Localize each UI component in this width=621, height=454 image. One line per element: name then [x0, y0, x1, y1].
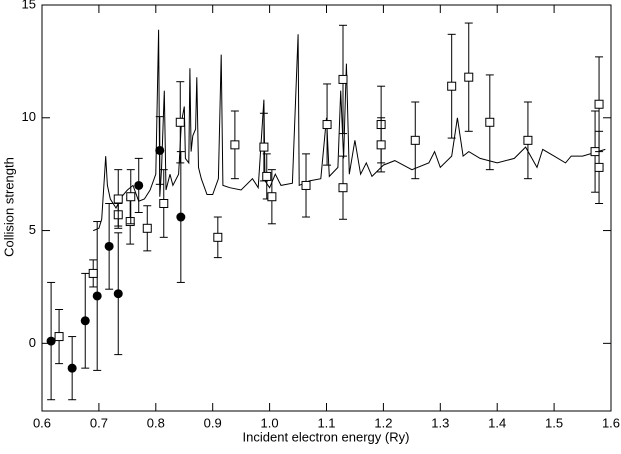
- data-point: [267, 192, 277, 202]
- data-point: [322, 120, 332, 130]
- data-point: [259, 142, 269, 152]
- data-point: [104, 241, 114, 251]
- x-tick-label: 1.5: [545, 415, 563, 430]
- data-point: [464, 72, 474, 82]
- data-point: [176, 212, 186, 222]
- data-point: [67, 363, 77, 373]
- x-tick-label: 1.6: [602, 415, 620, 430]
- data-point: [230, 140, 240, 150]
- data-point: [175, 117, 185, 127]
- data-point: [376, 140, 386, 150]
- data-point: [594, 162, 604, 172]
- x-tick-label: 1.0: [261, 415, 279, 430]
- x-tick-label: 1.1: [317, 415, 335, 430]
- x-tick-label: 0.9: [204, 415, 222, 430]
- theory-line: [93, 29, 606, 232]
- data-point: [523, 135, 533, 145]
- x-tick-label: 0.7: [90, 415, 108, 430]
- data-point: [159, 198, 169, 208]
- data-point: [142, 223, 152, 233]
- data-point: [301, 180, 311, 190]
- data-point: [46, 336, 56, 346]
- data-point: [338, 183, 348, 193]
- data-point: [213, 232, 223, 242]
- data-point: [113, 194, 123, 204]
- y-tick-label: 15: [22, 0, 36, 11]
- data-point: [262, 171, 272, 181]
- data-point: [134, 180, 144, 190]
- x-tick-label: 1.4: [488, 415, 506, 430]
- y-tick-label: 0: [29, 335, 36, 350]
- data-point: [155, 145, 165, 155]
- data-point: [54, 332, 64, 342]
- x-tick-label: 1.3: [431, 415, 449, 430]
- data-point: [92, 291, 102, 301]
- y-tick-label: 5: [29, 222, 36, 237]
- x-tick-label: 0.6: [33, 415, 51, 430]
- data-point: [410, 135, 420, 145]
- x-tick-label: 0.8: [147, 415, 165, 430]
- x-axis-label: Incident electron energy (Ry): [243, 429, 410, 444]
- data-point: [80, 316, 90, 326]
- data-point: [113, 289, 123, 299]
- x-tick-label: 1.2: [374, 415, 392, 430]
- data-point: [126, 192, 136, 202]
- data-point: [125, 217, 135, 227]
- data-point: [485, 117, 495, 127]
- plot-frame: [41, 4, 612, 412]
- y-axis-label: Collision strength: [1, 157, 16, 257]
- y-tick-label: 10: [22, 109, 36, 124]
- data-point: [447, 81, 457, 91]
- data-point: [594, 99, 604, 109]
- data-point: [338, 74, 348, 84]
- data-point: [88, 268, 98, 278]
